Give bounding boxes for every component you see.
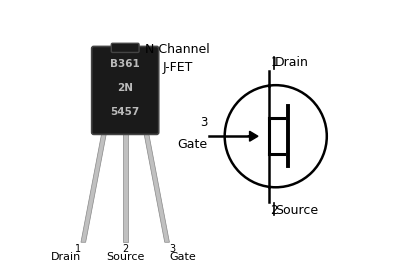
Text: Source: Source [275,204,318,217]
Text: Drain: Drain [275,56,309,69]
FancyBboxPatch shape [92,47,159,134]
Text: 1: 1 [75,244,81,253]
Text: Source: Source [106,252,145,262]
Text: B361: B361 [110,59,140,69]
FancyBboxPatch shape [111,43,139,52]
Text: 2: 2 [270,204,278,217]
FancyArrow shape [248,131,258,141]
Polygon shape [123,132,127,242]
Text: 2N: 2N [117,83,133,93]
Text: 2: 2 [122,244,128,253]
Polygon shape [144,132,170,242]
Text: 3: 3 [170,244,176,253]
Text: 5457: 5457 [110,107,140,117]
Text: N Channel
J-FET: N Channel J-FET [145,43,210,74]
Text: 3: 3 [200,116,208,129]
Text: Gate: Gate [170,252,197,262]
Text: Drain: Drain [50,252,81,262]
Text: Gate: Gate [177,138,208,151]
Polygon shape [81,132,107,242]
Text: 1: 1 [270,56,278,69]
